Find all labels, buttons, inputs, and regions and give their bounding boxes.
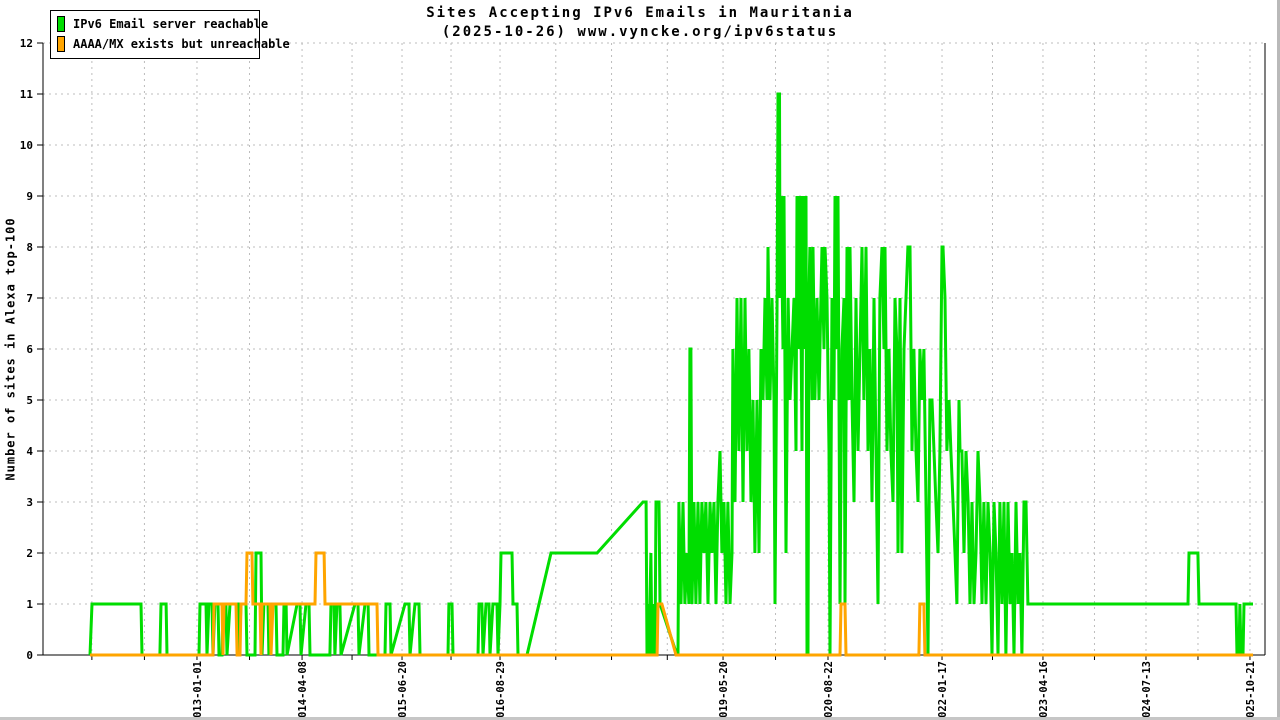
y-tick-label: 8 (26, 241, 33, 254)
series-ipv6-reachable-line (88, 92, 1253, 657)
y-tick-label: 2 (26, 547, 33, 560)
y-tick-label: 5 (26, 394, 33, 407)
legend-item-unreachable: AAAA/MX exists but unreachable (57, 34, 290, 54)
y-tick-label: 12 (20, 37, 33, 50)
x-tick-label: 2013-01-01 (192, 661, 204, 720)
y-tick-label: 10 (20, 139, 33, 152)
window-edge-right (1277, 0, 1280, 720)
chart-title-line2: (2025-10-26) www.vyncke.org/ipv6status (441, 24, 839, 40)
x-tick-label: 2015-06-20 (397, 661, 409, 720)
y-tick-label: 7 (26, 292, 33, 305)
window-edge-bottom (0, 717, 1280, 720)
legend-swatch-green (57, 16, 65, 32)
chart-title-line1: Sites Accepting IPv6 Emails in Mauritani… (426, 5, 854, 21)
legend-item-reachable: IPv6 Email server reachable (57, 14, 268, 34)
y-tick-label: 11 (20, 88, 34, 101)
y-tick-label: 3 (26, 496, 33, 509)
y-tick-label: 1 (26, 598, 33, 611)
x-tick-label: 2023-04-16 (1038, 661, 1050, 720)
x-tick-label: 2014-04-08 (297, 661, 309, 720)
legend-label-reachable: IPv6 Email server reachable (73, 17, 269, 31)
x-tick-label: 2019-05-20 (718, 661, 730, 720)
x-tick-label: 2025-10-21 (1245, 661, 1257, 720)
x-tick-label: 2016-08-29 (495, 661, 507, 720)
y-tick-label: 6 (26, 343, 33, 356)
series-aaaa-unreachable-line (90, 551, 1253, 657)
x-tick-label: 2022-01-17 (937, 661, 949, 720)
legend-swatch-orange (57, 36, 65, 52)
legend-label-unreachable: AAAA/MX exists but unreachable (73, 37, 290, 51)
chart-title: Sites Accepting IPv6 Emails in Mauritani… (0, 5, 1280, 40)
legend-box: IPv6 Email server reachable AAAA/MX exis… (50, 10, 290, 59)
y-tick-label: 4 (26, 445, 33, 458)
x-tick-label: 2020-08-22 (823, 661, 835, 720)
x-tick-label: 2024-07-13 (1141, 661, 1153, 720)
y-tick-label: 9 (26, 190, 33, 203)
y-tick-label: 0 (26, 649, 33, 662)
